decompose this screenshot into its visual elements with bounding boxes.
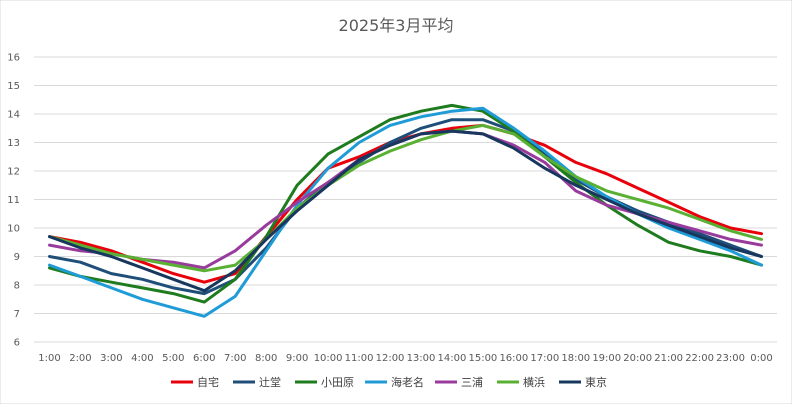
legend-label: 辻堂 xyxy=(259,375,281,389)
x-tick-label: 20:00 xyxy=(623,353,652,364)
x-axis-ticks: 1:00 2:00 3:00 4:00 5:00 6:00 7:00 8:00 9:00 10:0… xyxy=(38,353,773,364)
x-tick-label: 4:00 xyxy=(131,353,153,364)
x-tick-label: 21:00 xyxy=(654,353,683,364)
legend-label: 小田原 xyxy=(321,376,354,389)
x-tick-label: 15:00 xyxy=(468,353,497,364)
x-tick-label: 18:00 xyxy=(561,353,590,364)
x-tick-label: 9:00 xyxy=(286,353,308,364)
y-tick-label: 10 xyxy=(7,224,20,235)
x-tick-label: 16:00 xyxy=(499,353,528,364)
legend-item: 横浜 xyxy=(497,375,545,389)
series-lines xyxy=(48,103,763,318)
series-line-6 xyxy=(48,123,763,273)
chart-title: 2025年3月平均 xyxy=(339,16,454,35)
x-tick-label: 14:00 xyxy=(438,353,467,364)
y-tick-label: 8 xyxy=(14,281,20,292)
y-tick-label: 12 xyxy=(7,167,20,178)
legend-item: 海老名 xyxy=(365,375,424,389)
series-line-7 xyxy=(48,129,763,293)
legend-label: 東京 xyxy=(585,375,607,389)
x-tick-label: 17:00 xyxy=(530,353,559,364)
series-line-2 xyxy=(48,118,763,296)
x-tick-label: 12:00 xyxy=(376,353,405,364)
y-tick-label: 16 xyxy=(7,53,20,64)
y-tick-label: 11 xyxy=(7,195,20,206)
x-tick-label: 22:00 xyxy=(685,353,714,364)
x-tick-label: 23:00 xyxy=(716,353,745,364)
legend-item: 自宅 xyxy=(171,375,219,389)
legend-label: 横浜 xyxy=(523,375,545,389)
legend-item: 東京 xyxy=(559,375,607,389)
x-tick-label: 8:00 xyxy=(255,353,277,364)
legend-item: 三浦 xyxy=(435,376,483,389)
legend-label: 海老名 xyxy=(391,375,424,389)
y-tick-label: 9 xyxy=(14,252,20,263)
x-tick-label: 0:00 xyxy=(750,353,772,364)
x-tick-label: 6:00 xyxy=(193,353,215,364)
x-tick-label: 10:00 xyxy=(314,353,343,364)
y-tick-label: 7 xyxy=(14,309,20,320)
y-tick-label: 14 xyxy=(7,110,20,121)
series-line-3 xyxy=(48,103,763,304)
x-tick-label: 5:00 xyxy=(162,353,184,364)
x-tick-label: 19:00 xyxy=(592,353,621,364)
x-tick-label: 2:00 xyxy=(69,353,91,364)
legend-item: 辻堂 xyxy=(233,375,281,389)
legend-label: 自宅 xyxy=(197,375,219,389)
x-tick-label: 11:00 xyxy=(345,353,374,364)
legend-label: 三浦 xyxy=(461,376,483,389)
y-tick-label: 6 xyxy=(14,338,20,349)
x-tick-label: 13:00 xyxy=(407,353,436,364)
legend-item: 小田原 xyxy=(295,376,354,389)
x-tick-label: 7:00 xyxy=(224,353,246,364)
x-tick-label: 1:00 xyxy=(38,353,60,364)
y-tick-label: 15 xyxy=(7,81,20,92)
y-axis-ticks: 6 7 8 9 10 11 12 13 14 15 16 xyxy=(7,53,20,349)
x-tick-label: 3:00 xyxy=(100,353,122,364)
y-tick-label: 13 xyxy=(7,138,20,149)
legend: 自宅 辻堂 小田原 海老名 三浦 横浜 東京 xyxy=(171,375,607,389)
